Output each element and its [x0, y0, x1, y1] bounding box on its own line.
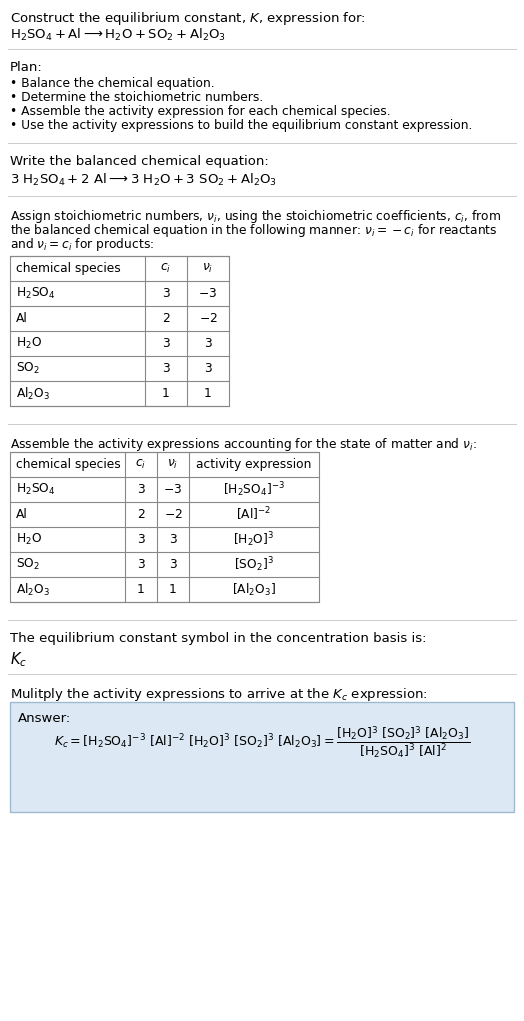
Text: $K_c$: $K_c$ — [10, 650, 27, 669]
Text: 3: 3 — [169, 558, 177, 571]
Text: $[\mathrm{SO_2}]^{3}$: $[\mathrm{SO_2}]^{3}$ — [234, 555, 274, 574]
Text: Construct the equilibrium constant, $K$, expression for:: Construct the equilibrium constant, $K$,… — [10, 10, 366, 27]
Text: chemical species: chemical species — [16, 262, 121, 275]
Text: $\nu_i$: $\nu_i$ — [202, 262, 214, 275]
Text: Al: Al — [16, 312, 28, 325]
Bar — [10, 452, 319, 602]
Text: 3: 3 — [162, 337, 170, 350]
Text: activity expression: activity expression — [196, 458, 312, 471]
Text: $\mathrm{Al_2O_3}$: $\mathrm{Al_2O_3}$ — [16, 581, 50, 597]
Text: • Use the activity expressions to build the equilibrium constant expression.: • Use the activity expressions to build … — [10, 119, 472, 132]
Text: Assign stoichiometric numbers, $\nu_i$, using the stoichiometric coefficients, $: Assign stoichiometric numbers, $\nu_i$, … — [10, 208, 501, 225]
Text: $-2$: $-2$ — [199, 312, 217, 325]
FancyBboxPatch shape — [10, 702, 514, 812]
Text: 3: 3 — [137, 558, 145, 571]
Text: 1: 1 — [137, 583, 145, 596]
Text: 1: 1 — [169, 583, 177, 596]
Text: and $\nu_i = c_i$ for products:: and $\nu_i = c_i$ for products: — [10, 236, 154, 253]
Text: $c_i$: $c_i$ — [136, 458, 147, 471]
Text: $\mathrm{H_2SO_4}$: $\mathrm{H_2SO_4}$ — [16, 286, 56, 301]
Text: 3: 3 — [204, 337, 212, 350]
Text: 2: 2 — [162, 312, 170, 325]
Text: $-3$: $-3$ — [199, 287, 217, 300]
Text: $c_i$: $c_i$ — [160, 262, 171, 275]
Text: $\nu_i$: $\nu_i$ — [167, 458, 179, 471]
Text: 2: 2 — [137, 508, 145, 521]
Text: 3: 3 — [137, 533, 145, 546]
Text: 3: 3 — [137, 483, 145, 496]
Text: $\mathrm{3\ H_2SO_4 + 2\ Al \longrightarrow 3\ H_2O + 3\ SO_2 + Al_2O_3}$: $\mathrm{3\ H_2SO_4 + 2\ Al \longrightar… — [10, 172, 277, 188]
Text: Al: Al — [16, 508, 28, 521]
Text: $-2$: $-2$ — [163, 508, 182, 521]
Text: Mulitply the activity expressions to arrive at the $K_c$ expression:: Mulitply the activity expressions to arr… — [10, 686, 428, 703]
Text: The equilibrium constant symbol in the concentration basis is:: The equilibrium constant symbol in the c… — [10, 632, 427, 645]
Text: Plan:: Plan: — [10, 61, 43, 74]
Text: $\mathrm{H_2O}$: $\mathrm{H_2O}$ — [16, 532, 42, 547]
Text: $[\mathrm{Al_2O_3}]$: $[\mathrm{Al_2O_3}]$ — [232, 581, 276, 597]
Text: Answer:: Answer: — [18, 712, 71, 725]
Text: 1: 1 — [162, 387, 170, 400]
Text: $[\mathrm{Al}]^{-2}$: $[\mathrm{Al}]^{-2}$ — [236, 505, 271, 524]
Text: Write the balanced chemical equation:: Write the balanced chemical equation: — [10, 155, 269, 168]
Text: 3: 3 — [162, 362, 170, 375]
Text: 3: 3 — [204, 362, 212, 375]
Text: 3: 3 — [162, 287, 170, 300]
Text: Assemble the activity expressions accounting for the state of matter and $\nu_i$: Assemble the activity expressions accoun… — [10, 436, 477, 453]
Text: $K_c = [\mathrm{H_2SO_4}]^{-3}\ [\mathrm{Al}]^{-2}\ [\mathrm{H_2O}]^{3}\ [\mathr: $K_c = [\mathrm{H_2SO_4}]^{-3}\ [\mathrm… — [53, 724, 471, 760]
Text: $\mathrm{H_2SO_4 + Al \longrightarrow H_2O + SO_2 + Al_2O_3}$: $\mathrm{H_2SO_4 + Al \longrightarrow H_… — [10, 27, 226, 43]
Bar — [10, 256, 229, 406]
Text: $\mathrm{Al_2O_3}$: $\mathrm{Al_2O_3}$ — [16, 386, 50, 401]
Text: $\mathrm{H_2SO_4}$: $\mathrm{H_2SO_4}$ — [16, 482, 56, 497]
Text: $[\mathrm{H_2SO_4}]^{-3}$: $[\mathrm{H_2SO_4}]^{-3}$ — [223, 480, 285, 499]
Text: $\mathrm{SO_2}$: $\mathrm{SO_2}$ — [16, 361, 40, 376]
Text: 3: 3 — [169, 533, 177, 546]
Text: • Determine the stoichiometric numbers.: • Determine the stoichiometric numbers. — [10, 91, 263, 104]
Text: $\mathrm{H_2O}$: $\mathrm{H_2O}$ — [16, 336, 42, 351]
Text: $[\mathrm{H_2O}]^{3}$: $[\mathrm{H_2O}]^{3}$ — [233, 530, 275, 549]
Text: 1: 1 — [204, 387, 212, 400]
Text: chemical species: chemical species — [16, 458, 121, 471]
Text: $\mathrm{SO_2}$: $\mathrm{SO_2}$ — [16, 556, 40, 572]
Text: $-3$: $-3$ — [163, 483, 182, 496]
Text: • Assemble the activity expression for each chemical species.: • Assemble the activity expression for e… — [10, 105, 390, 118]
Text: the balanced chemical equation in the following manner: $\nu_i = -c_i$ for react: the balanced chemical equation in the fo… — [10, 222, 498, 239]
Text: • Balance the chemical equation.: • Balance the chemical equation. — [10, 77, 215, 90]
